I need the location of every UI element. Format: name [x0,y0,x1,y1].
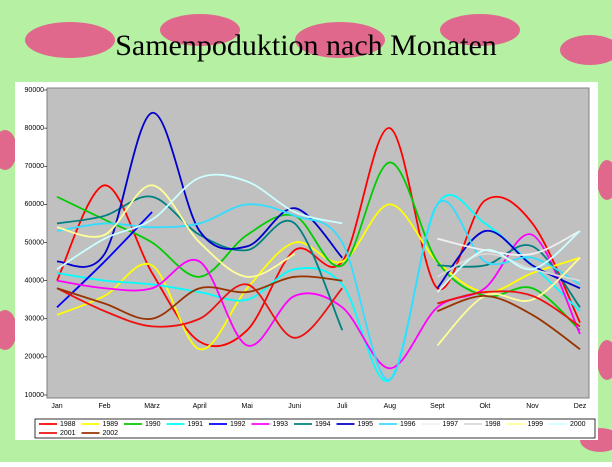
legend-label: 1991 [188,421,204,428]
series-line [56,275,581,350]
y-tick-label: 80000 [25,125,45,132]
decoration [0,14,612,452]
legend-label: 1999 [528,421,544,428]
legend-label: 1990 [145,421,161,428]
series-line [56,173,581,293]
x-tick-label: Juni [288,403,301,410]
x-tick-label: Feb [99,403,111,410]
y-tick-label: 10000 [25,392,45,399]
legend-label: 1988 [60,421,76,428]
series-line [56,195,581,331]
x-tick-label: März [144,403,160,410]
series-line [56,184,581,347]
y-tick-label: 60000 [25,201,45,208]
y-tick-label: 50000 [25,239,45,246]
legend-label: 1993 [273,421,289,428]
legend-label: 1998 [485,421,501,428]
chart-title: Samenpoduktion nach Monaten [115,29,497,62]
series-line [56,233,581,370]
legend-label: 1994 [315,421,331,428]
legend-label: 2001 [60,430,76,437]
y-tick-label: 30000 [25,316,45,323]
x-tick-label: Sept [430,403,444,410]
series-line [56,211,153,308]
legend-label: 2002 [103,430,119,437]
y-tick-label: 70000 [25,163,45,170]
x-tick-label: Mai [242,403,254,410]
x-tick-label: Aug [384,403,397,410]
x-tick-label: Nov [526,403,539,410]
legend-label: 1989 [103,421,119,428]
legend-label: 1992 [230,421,246,428]
x-tick-label: April [193,403,207,410]
series-line [437,230,581,256]
y-tick-label: 20000 [25,354,45,361]
series-line [56,283,581,339]
legend-label: 1995 [358,421,374,428]
series-line [56,111,581,290]
series-line [56,127,581,348]
legend-label: 1997 [443,421,459,428]
series-line [56,194,581,382]
y-tick-label: 90000 [25,87,45,94]
x-tick-label: Dez [574,403,587,410]
x-tick-label: Juli [337,403,348,410]
x-tick-label: Jan [51,403,62,410]
legend-label: 1996 [400,421,416,428]
series-line [56,200,581,381]
y-tick-label: 40000 [25,277,45,284]
x-tick-label: Okt [479,403,490,410]
legend-label: 2000 [570,421,586,428]
